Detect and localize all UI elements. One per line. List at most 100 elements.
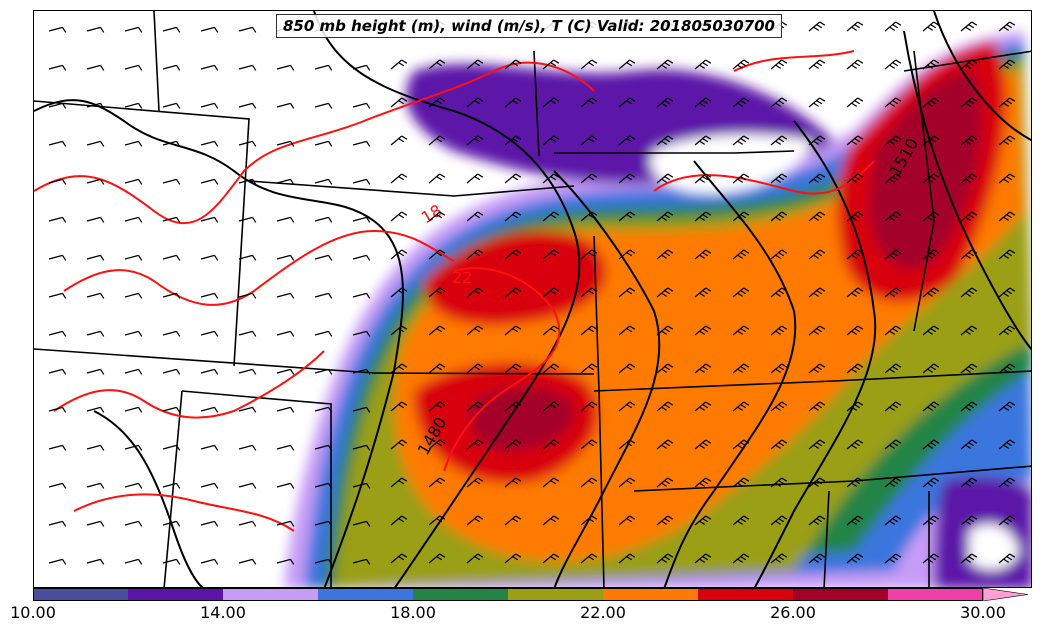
wind-barb	[238, 292, 257, 299]
wind-barb	[352, 406, 371, 413]
wind-barb	[998, 287, 1016, 298]
wind-barb	[276, 330, 295, 337]
height-contour-8	[93, 410, 204, 587]
wind-barb	[162, 406, 181, 413]
wind-barb	[656, 401, 674, 412]
wind-barb	[884, 97, 902, 108]
wind-barb	[390, 97, 408, 108]
wind-barb	[884, 287, 902, 298]
wind-barb	[656, 249, 674, 260]
wind-barb	[428, 363, 446, 374]
wind-barb	[770, 363, 788, 374]
colorbar-bin	[603, 588, 698, 601]
wind-barb	[808, 59, 826, 70]
wind-barb	[276, 558, 295, 565]
wind-barb	[542, 173, 560, 184]
wind-barb	[466, 553, 484, 564]
wind-barb	[276, 482, 295, 489]
height-contour-7	[933, 11, 1031, 142]
wind-barb	[694, 401, 712, 412]
wind-barb	[770, 135, 788, 146]
map-panel: 1510 1480 22 18	[33, 10, 1032, 588]
wind-barb	[124, 330, 143, 337]
wind-barb	[504, 173, 522, 184]
wind-barb	[200, 482, 219, 489]
wind-barb	[960, 401, 978, 412]
wind-barb	[808, 173, 826, 184]
wind-barb	[846, 211, 864, 222]
border-7	[593, 370, 1031, 392]
wind-barb	[580, 477, 598, 488]
temp-contour-3	[53, 350, 325, 419]
wind-barb	[922, 439, 940, 450]
wind-barb	[846, 515, 864, 526]
wind-barb	[200, 64, 219, 71]
wind-barb	[276, 254, 295, 261]
wind-barb	[808, 401, 826, 412]
wind-barb	[466, 59, 484, 70]
height-contours	[34, 11, 1031, 587]
wind-barb	[314, 406, 333, 413]
wind-barb	[694, 363, 712, 374]
wind-barb	[846, 477, 864, 488]
wind-barb	[884, 249, 902, 260]
wind-barb	[390, 249, 408, 260]
wind-barb	[542, 97, 560, 108]
wind-barb	[732, 325, 750, 336]
wind-barb	[238, 102, 257, 109]
fill-maroon-east	[869, 71, 982, 269]
colorbar-tick-label: 30.00	[960, 603, 1006, 622]
wind-barb	[352, 368, 371, 375]
wind-barb	[618, 135, 636, 146]
wind-barb	[504, 553, 522, 564]
wind-barb	[770, 97, 788, 108]
wind-barb	[922, 363, 940, 374]
wind-barb	[732, 59, 750, 70]
wind-barb	[466, 287, 484, 298]
wind-barb	[86, 254, 105, 261]
wind-barb	[884, 401, 902, 412]
height-contour-5	[753, 120, 877, 587]
wind-barb	[618, 59, 636, 70]
wind-barb	[238, 216, 257, 223]
wind-barb	[162, 558, 181, 565]
wind-barb	[48, 368, 67, 375]
wind-barb	[922, 515, 940, 526]
border-14	[823, 490, 830, 587]
wind-barb	[162, 520, 181, 527]
wind-barb	[884, 553, 902, 564]
wind-barb	[656, 363, 674, 374]
wind-barb	[200, 26, 219, 33]
colorbar-bin	[318, 588, 413, 601]
wind-barb	[162, 64, 181, 71]
wind-barb	[542, 477, 560, 488]
wind-barb	[846, 553, 864, 564]
border-12	[533, 50, 540, 157]
border-3	[181, 390, 332, 587]
wind-barb	[466, 135, 484, 146]
wind-barb	[542, 553, 560, 564]
colorbar-bin	[888, 588, 983, 601]
wind-barb	[124, 482, 143, 489]
wind-barb	[770, 211, 788, 222]
wind-barb	[390, 211, 408, 222]
wind-barb	[998, 439, 1016, 450]
wind-barb	[732, 211, 750, 222]
wind-barb	[86, 178, 105, 185]
wind-barb	[922, 553, 940, 564]
colorbar-outline	[33, 588, 983, 601]
colorbar	[33, 588, 1029, 601]
wind-barb	[960, 173, 978, 184]
border-4	[163, 390, 183, 587]
wind-barb	[732, 173, 750, 184]
colorbar-bin	[223, 588, 318, 601]
wind-barb	[352, 444, 371, 451]
wind-barb	[238, 520, 257, 527]
wind-barb	[922, 287, 940, 298]
wind-barb	[48, 254, 67, 261]
wind-barb	[960, 21, 978, 32]
wind-barb	[998, 59, 1016, 70]
wind-barb	[466, 439, 484, 450]
wind-barb	[352, 178, 371, 185]
wind-barb	[352, 102, 371, 109]
